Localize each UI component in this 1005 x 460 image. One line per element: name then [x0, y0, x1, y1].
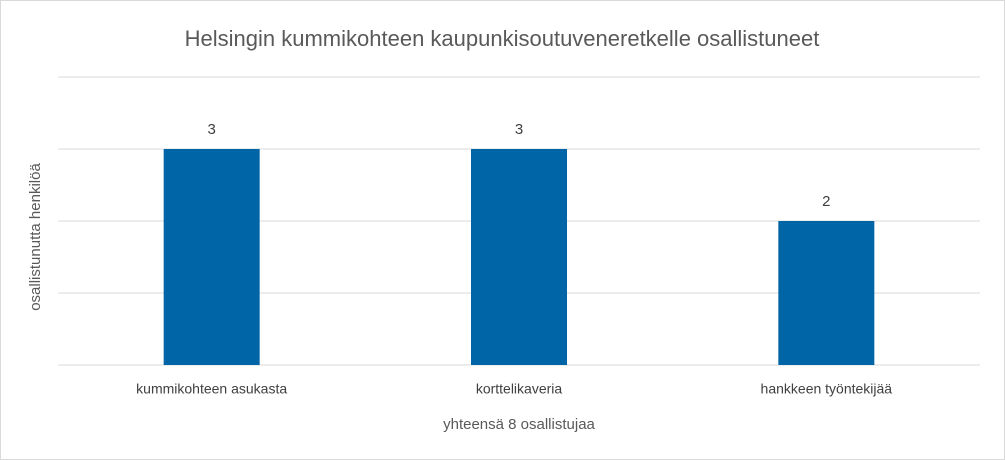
y-axis-title: osallistunutta henkilöä: [27, 163, 44, 311]
data-label: 3: [515, 121, 523, 138]
x-axis-title: yhteensä 8 osallistujaa: [443, 416, 595, 433]
bar: [471, 149, 567, 365]
x-tick-label: kummikohteen asukasta: [136, 381, 287, 397]
data-label: 3: [207, 121, 215, 138]
x-tick-label: korttelikaveria: [476, 381, 563, 397]
bar: [163, 149, 260, 365]
data-label: 2: [822, 193, 830, 210]
chart-title: Helsingin kummikohteen kaupunkisoutuvene…: [185, 26, 820, 51]
bar: [778, 221, 875, 365]
x-tick-label: hankkeen työntekijää: [761, 381, 893, 397]
